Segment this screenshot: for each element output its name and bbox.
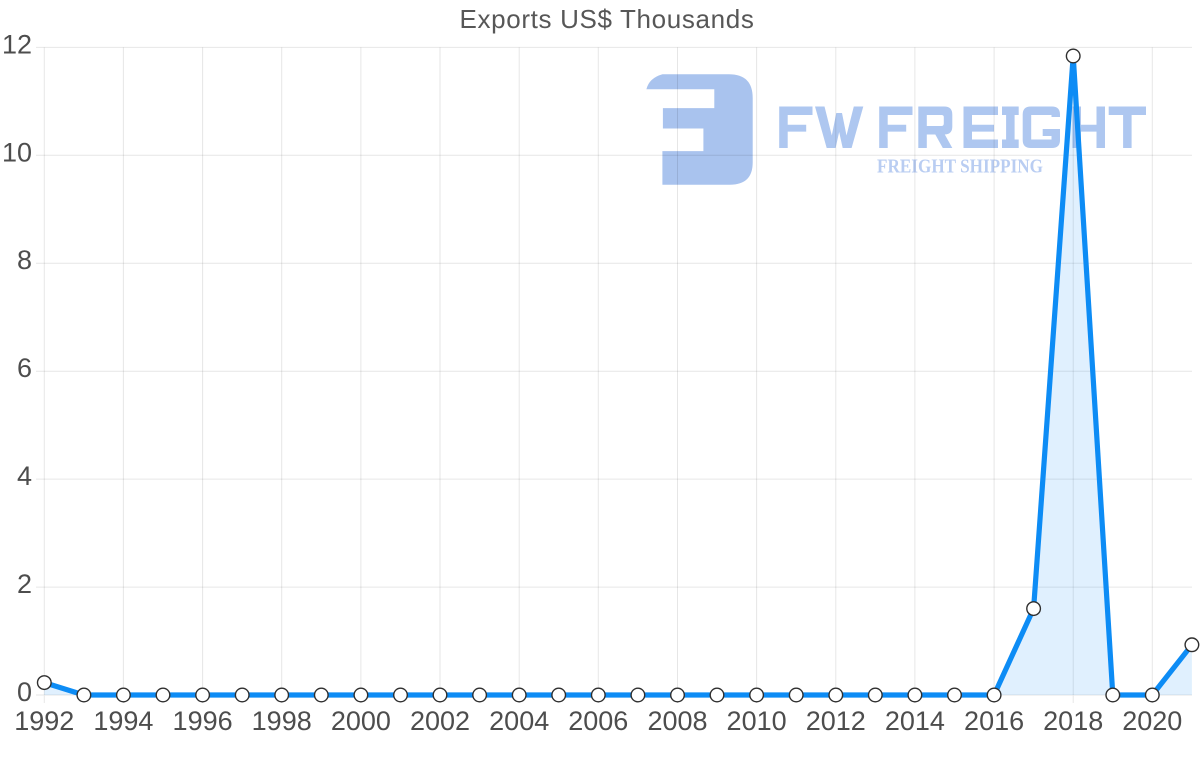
svg-text:FREIGHT SHIPPING: FREIGHT SHIPPING (877, 157, 1043, 178)
svg-text:2002: 2002 (410, 706, 470, 736)
svg-text:2014: 2014 (885, 706, 945, 736)
svg-text:2004: 2004 (489, 706, 549, 736)
svg-text:2000: 2000 (331, 706, 391, 736)
svg-text:1994: 1994 (93, 706, 153, 736)
svg-text:2020: 2020 (1122, 706, 1182, 736)
svg-text:12: 12 (2, 29, 32, 59)
svg-text:1992: 1992 (14, 706, 74, 736)
svg-text:2006: 2006 (568, 706, 628, 736)
svg-text:2010: 2010 (727, 706, 787, 736)
svg-text:8: 8 (17, 245, 32, 275)
svg-text:Exports US$ Thousands: Exports US$ Thousands (460, 4, 755, 34)
svg-text:2: 2 (17, 569, 32, 599)
svg-text:6: 6 (17, 353, 32, 383)
svg-text:2008: 2008 (647, 706, 707, 736)
svg-text:2018: 2018 (1043, 706, 1103, 736)
svg-text:10: 10 (2, 137, 32, 167)
svg-text:1998: 1998 (252, 706, 312, 736)
svg-text:0: 0 (17, 677, 32, 707)
svg-text:4: 4 (17, 461, 32, 491)
svg-text:2016: 2016 (964, 706, 1024, 736)
svg-text:1996: 1996 (173, 706, 233, 736)
svg-text:2012: 2012 (806, 706, 866, 736)
